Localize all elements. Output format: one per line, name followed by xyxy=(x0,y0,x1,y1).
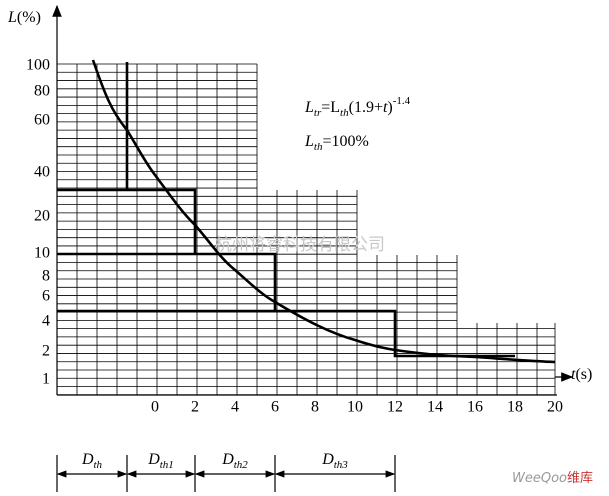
x-tick-label: 20 xyxy=(547,399,563,416)
y-tick-label: 1 xyxy=(42,371,50,388)
y-tick-label: 60 xyxy=(34,112,50,129)
step-limit xyxy=(57,62,515,358)
x-tick-label: 18 xyxy=(507,399,523,416)
x-tick-label: 12 xyxy=(387,399,403,416)
x-tick-label: 14 xyxy=(427,399,443,416)
x-tick-label: 0 xyxy=(151,399,159,416)
formula-2: Lth=100% xyxy=(304,133,369,153)
interval-label: Dth2 xyxy=(221,451,248,471)
grid xyxy=(56,63,556,396)
trip-curve xyxy=(91,59,556,364)
interval-label: Dth xyxy=(81,451,103,471)
y-tick-label: 80 xyxy=(34,83,50,100)
formula-1: Ltr=Lth(1.9+t)-1.4 xyxy=(304,95,411,119)
y-tick-label: 6 xyxy=(42,288,50,305)
interval-label: Dth1 xyxy=(147,451,174,471)
x-tick-label: 2 xyxy=(191,399,199,416)
x-axis-label: t(s) xyxy=(571,366,592,383)
logo: WeeQoo维库 xyxy=(512,470,593,486)
y-tick-label: 100 xyxy=(26,57,50,74)
y-tick-label: 10 xyxy=(34,245,50,262)
x-tick-label: 4 xyxy=(231,399,239,416)
x-tick-label: 16 xyxy=(467,399,483,416)
y-tick-label: 2 xyxy=(42,343,50,360)
watermark: 杭州将睿科技有限公司 xyxy=(215,235,385,255)
y-axis-label: L(%) xyxy=(7,9,41,26)
interval-label: Dth3 xyxy=(321,451,348,471)
x-tick-label: 6 xyxy=(271,399,279,416)
y-tick-label: 40 xyxy=(34,164,50,181)
intervals: Dth Dth1 Dth2 Dth3 xyxy=(56,451,396,492)
y-tick-label: 8 xyxy=(42,268,50,285)
x-tick-label: 8 xyxy=(311,399,319,416)
y-tick-label: 4 xyxy=(42,313,50,330)
x-tick-label: 10 xyxy=(347,399,363,416)
y-tick-label: 20 xyxy=(34,208,50,225)
